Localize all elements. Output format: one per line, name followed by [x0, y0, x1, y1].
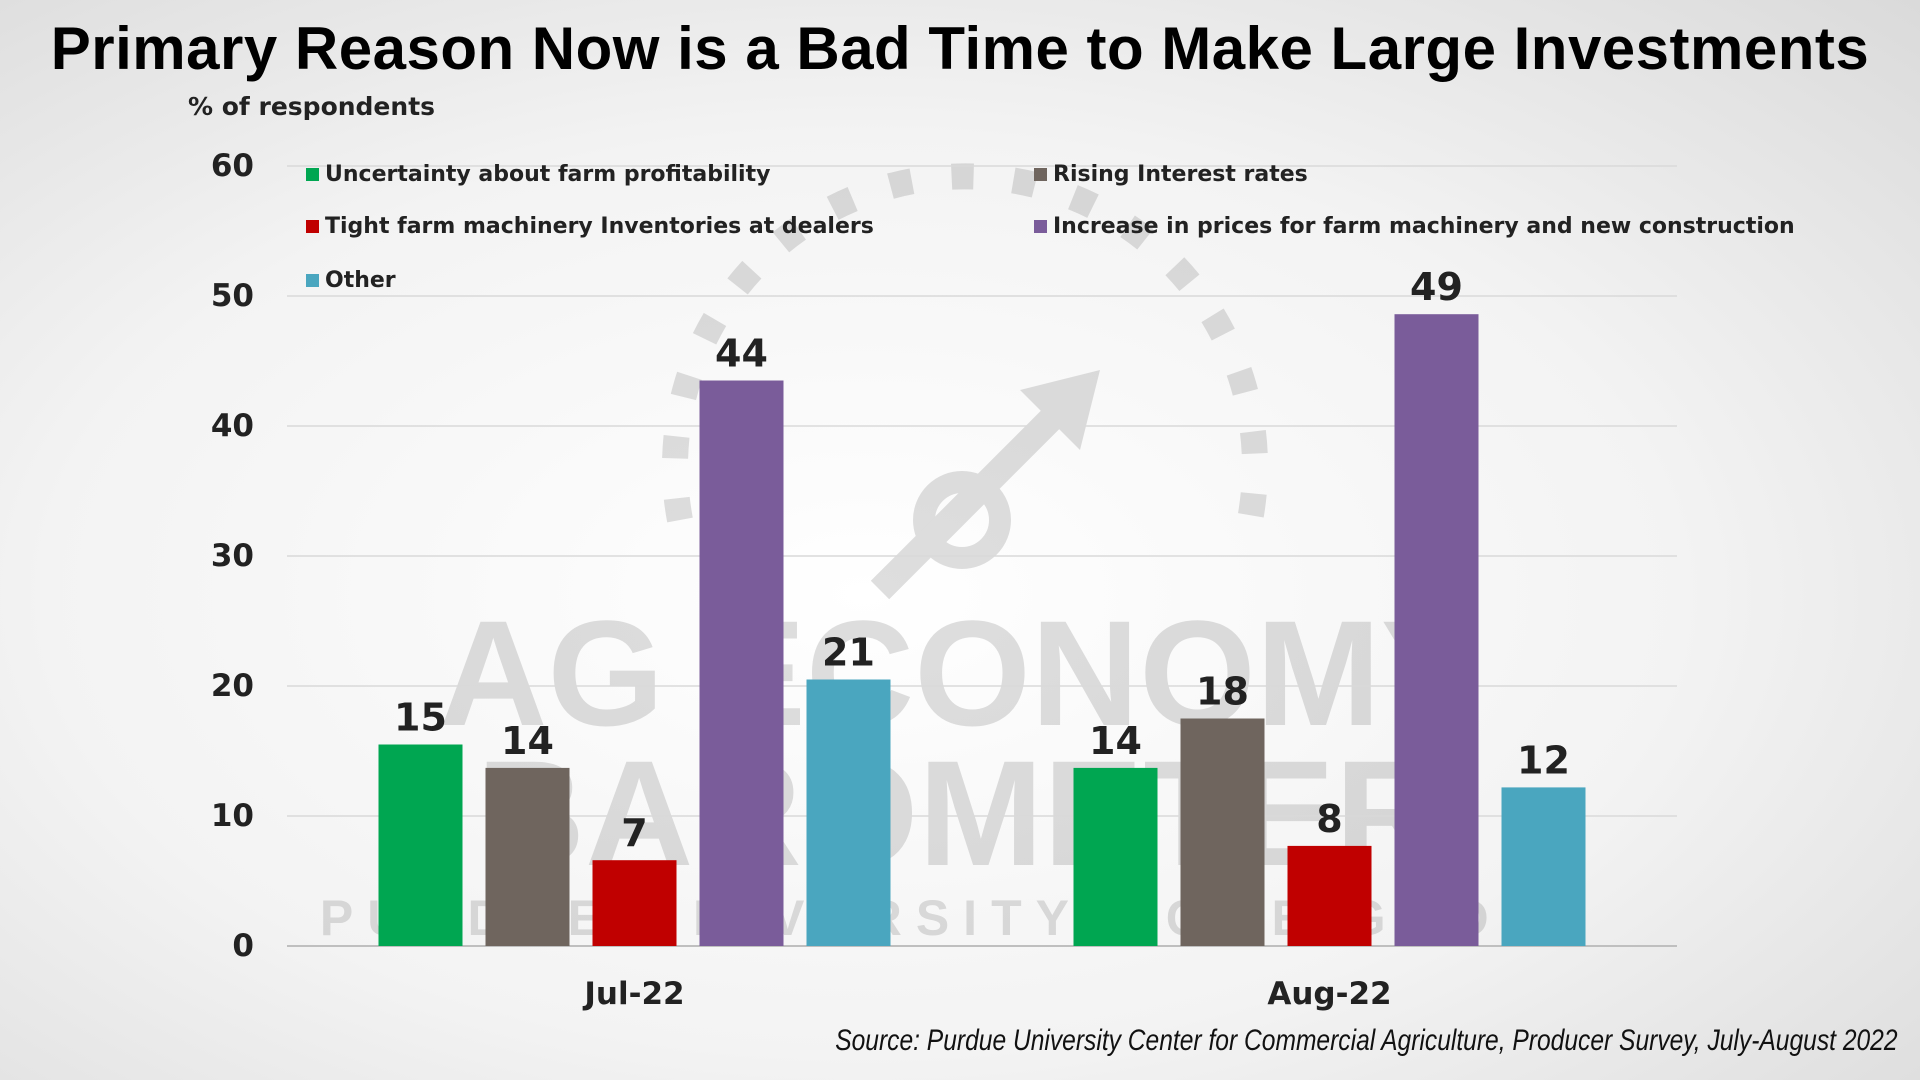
data-label: 21 — [822, 631, 875, 675]
y-tick-label: 10 — [211, 798, 254, 834]
y-axis-ticks: 0 10 20 30 40 50 60 — [211, 148, 254, 964]
legend-swatch — [1034, 220, 1047, 233]
y-tick-label: 40 — [211, 408, 254, 444]
bar — [806, 679, 891, 946]
y-tick-label: 50 — [211, 278, 254, 314]
data-label: 8 — [1316, 797, 1342, 841]
legend-item: Rising Interest rates — [1034, 162, 1308, 187]
legend-swatch — [306, 220, 319, 233]
legend-swatch — [1034, 168, 1047, 181]
legend-label: Tight farm machinery Inventories at deal… — [325, 214, 874, 239]
legend-label: Other — [325, 268, 396, 293]
legend-item: Uncertainty about farm profitability — [306, 162, 770, 187]
bar — [485, 767, 570, 946]
source-note: Source: Purdue University Center for Com… — [835, 1024, 1898, 1057]
bar — [592, 860, 677, 946]
data-label: 12 — [1517, 738, 1570, 782]
legend-item: Increase in prices for farm machinery an… — [1034, 214, 1795, 239]
data-label: 14 — [1089, 719, 1142, 763]
bar — [1501, 787, 1586, 946]
bar — [378, 744, 463, 946]
data-label: 14 — [501, 719, 554, 763]
bar — [699, 380, 784, 946]
data-label: 49 — [1410, 265, 1463, 309]
bar — [1180, 718, 1265, 946]
y-tick-label: 0 — [232, 928, 254, 964]
bar — [1287, 845, 1372, 946]
data-label: 15 — [394, 696, 447, 740]
y-tick-label: 20 — [211, 668, 254, 704]
bars — [378, 314, 1586, 946]
watermark-line1: AG ECONOMY — [439, 589, 1481, 757]
bar — [1073, 767, 1158, 946]
chart-title: Primary Reason Now is a Bad Time to Make… — [50, 15, 1870, 82]
data-label: 44 — [715, 332, 768, 376]
bar — [1394, 314, 1479, 946]
legend-item: Other — [306, 268, 396, 293]
y-tick-label: 30 — [211, 538, 254, 574]
legend-item: Tight farm machinery Inventories at deal… — [306, 214, 874, 239]
legend-swatch — [306, 168, 319, 181]
data-label: 7 — [621, 811, 647, 855]
legend-label: Uncertainty about farm profitability — [325, 162, 771, 187]
x-tick-label: Jul-22 — [582, 976, 684, 1012]
legend-label: Increase in prices for farm machinery an… — [1053, 214, 1795, 239]
legend: Uncertainty about farm profitability Risi… — [306, 162, 1795, 312]
legend-swatch — [306, 274, 319, 287]
x-axis-ticks: Jul-22 Aug-22 — [582, 976, 1391, 1012]
y-axis-unit-label: % of respondents — [188, 92, 436, 121]
data-labels: 15 14 7 44 21 14 18 8 49 12 — [394, 265, 1570, 855]
legend-label: Rising Interest rates — [1053, 162, 1308, 187]
x-tick-label: Aug-22 — [1267, 976, 1391, 1012]
data-label: 18 — [1196, 670, 1249, 714]
y-tick-label: 60 — [211, 148, 254, 184]
